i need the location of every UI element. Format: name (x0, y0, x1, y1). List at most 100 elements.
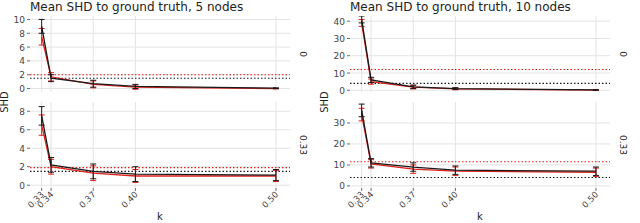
data-layer (350, 16, 610, 90)
grid-line (350, 55, 610, 56)
tick (347, 185, 350, 186)
tick (93, 188, 94, 191)
panel: Mean SHD to ground truth, 5 nodes SHD 0 2 4 6… (0, 0, 308, 222)
grid-line (30, 33, 290, 34)
error-bar (90, 164, 96, 179)
error-bar (90, 80, 96, 87)
error-bar (359, 104, 365, 117)
tick-label: 2 (19, 70, 25, 80)
tick-label: 6 (19, 125, 25, 135)
error-bar (410, 163, 416, 171)
tick-label: 0.50 (580, 189, 600, 209)
plot-area (30, 16, 290, 92)
facet: 02468100 (14, 15, 308, 94)
plot-area (350, 16, 610, 92)
data-layer (350, 104, 610, 177)
error-bar (593, 89, 599, 91)
tick (347, 90, 350, 91)
facet: 01020300.330.330.340.370.400.50k (334, 102, 628, 222)
reference-line (30, 78, 290, 79)
grid-line (413, 102, 414, 188)
strip-label: 0.33 (298, 135, 308, 155)
plot-area (350, 102, 610, 188)
error-bar (452, 88, 458, 90)
tick (27, 88, 30, 89)
tick-label: 0 (339, 86, 345, 96)
tick (41, 188, 42, 191)
tick-label: 0 (339, 181, 345, 191)
tick (275, 188, 276, 191)
tick (371, 188, 372, 191)
strip-label: 0 (618, 51, 628, 57)
tick (27, 166, 30, 167)
tick-label: 0.40 (439, 189, 459, 209)
tick-label: 0.34 (35, 189, 55, 209)
facet: 0 10 20 30 40 0 (334, 16, 628, 96)
error-bar (273, 170, 279, 181)
y-label: SHD (0, 91, 10, 113)
series-line (42, 26, 276, 88)
tick-label: 10 (14, 15, 26, 25)
tick (455, 188, 456, 191)
tick (27, 148, 30, 149)
grid-line (30, 74, 290, 75)
tick-label: 10 (334, 160, 346, 170)
error-bar (132, 84, 138, 88)
tick (27, 47, 30, 48)
tick-label: 30 (334, 34, 346, 44)
tick-label: 4 (19, 144, 25, 154)
grid-line (350, 73, 610, 74)
tick (27, 185, 30, 186)
error-bar (368, 159, 374, 167)
tick-label: 0.37 (397, 189, 417, 209)
reference-line (350, 177, 610, 178)
tick (347, 38, 350, 39)
tick-label: 8 (19, 29, 25, 39)
tick-label: 0.40 (119, 189, 139, 209)
title: Mean SHD to ground truth, 10 nodes (350, 0, 571, 14)
tick-label: 20 (334, 51, 346, 61)
tick-label: 40 (334, 17, 346, 27)
error-bar (368, 77, 374, 82)
series-line (362, 115, 596, 173)
grid-line (413, 16, 414, 92)
grid-line (30, 60, 290, 61)
grid-line (275, 16, 276, 92)
tick-label: 0 (19, 84, 25, 94)
tick (347, 55, 350, 56)
data-layer (30, 107, 290, 183)
error-bar (48, 73, 54, 81)
x-label: k (477, 211, 483, 222)
grid-line (30, 47, 290, 48)
reference-line (30, 171, 290, 172)
tick (347, 164, 350, 165)
tick (135, 188, 136, 191)
error-bar (452, 166, 458, 174)
tick (347, 122, 350, 123)
error-bar (593, 89, 599, 91)
reference-line (350, 69, 610, 70)
grid-line (350, 21, 610, 22)
title: Mean SHD to ground truth, 5 nodes (30, 0, 243, 14)
grid-line (350, 143, 610, 144)
series-line (362, 19, 596, 89)
grid-line (30, 185, 290, 186)
panel: Mean SHD to ground truth, 10 nodesSHD010… (319, 0, 628, 222)
grid-line (30, 129, 290, 130)
error-bar (273, 88, 279, 90)
tick-label: 10 (334, 69, 346, 79)
tick (347, 73, 350, 74)
reference-line (350, 161, 610, 162)
error-bar (132, 167, 138, 182)
strip-label: 0.33 (618, 135, 628, 155)
series-line (362, 23, 596, 90)
error-bar (593, 167, 599, 175)
tick (347, 21, 350, 22)
facet: 024680.330.330.340.370.400.50k (19, 102, 308, 222)
tick (51, 188, 52, 191)
grid-line (135, 16, 136, 92)
tick (27, 129, 30, 130)
tick-label: 0.34 (355, 189, 375, 209)
grid-line (30, 19, 290, 20)
tick-label: 20 (334, 139, 346, 149)
